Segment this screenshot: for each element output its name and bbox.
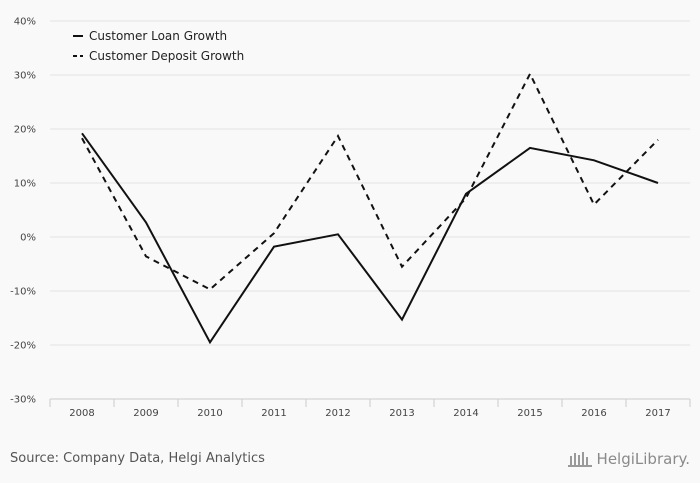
series-lines [81,71,659,345]
x-tick-label: 2011 [261,408,286,419]
legend: Customer Loan Growth Customer Deposit Gr… [73,29,244,63]
x-tick-label: 2015 [517,408,542,419]
x-axis [49,398,691,407]
legend-label-deposit: Customer Deposit Growth [89,49,244,63]
helgi-library-logo: HelgiLibrary. [567,450,690,468]
line-chart: -30%-20%-10%0%10%20%30%40% 2008 2009 2010 2… [10,17,691,419]
y-axis-tick-labels: -30% -20% -10% 0% 10% 20% 30% 40% [10,17,36,406]
grid-lines [50,20,690,346]
y-tick-label: 40% [14,17,36,28]
library-building-icon [567,452,592,467]
x-tick-label: 2010 [197,408,222,419]
x-tick-label: 2014 [453,408,478,419]
x-tick-label: 2012 [325,408,350,419]
y-tick-label: 10% [14,179,36,190]
y-tick-label: -30% [10,395,36,406]
y-tick-label: -20% [10,341,36,352]
series-line-loan-growth [81,132,659,345]
y-tick-label: 30% [14,71,36,82]
y-tick-label: 0% [20,233,36,244]
x-tick-label: 2013 [389,408,414,419]
legend-label-loan: Customer Loan Growth [89,29,227,43]
x-tick-label: 2009 [133,408,158,419]
x-axis-tick-labels: 2008 2009 2010 2011 2012 2013 2014 2015 2016 2017 [69,408,670,419]
y-tick-label: 20% [14,125,36,136]
x-tick-label: 2017 [645,408,670,419]
series-line-deposit-growth [81,71,659,291]
y-tick-label: -10% [10,287,36,298]
x-tick-label: 2008 [69,408,94,419]
brand-name: HelgiLibrary. [596,450,690,468]
source-note: Source: Company Data, Helgi Analytics [10,451,265,466]
x-tick-label: 2016 [581,408,606,419]
